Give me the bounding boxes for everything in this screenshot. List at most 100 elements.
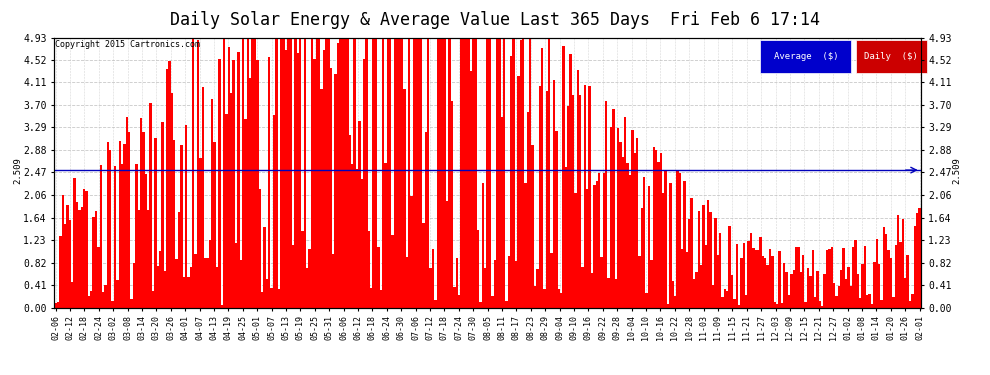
Bar [527,112,529,308]
Bar [902,219,904,308]
Bar [54,303,56,307]
Bar [340,38,342,308]
Bar [355,168,358,308]
Bar [83,189,85,308]
Bar [700,265,702,308]
Bar [482,183,484,308]
Bar [121,164,124,308]
Bar [107,142,109,308]
Bar [714,218,717,308]
Bar [584,85,586,308]
Bar [916,213,919,308]
Bar [479,302,482,307]
Bar [821,306,824,308]
Bar [253,38,256,308]
Bar [282,38,285,308]
Bar [187,277,190,308]
Bar [615,279,617,308]
Bar [418,38,420,308]
Bar [64,225,66,308]
Bar [634,153,636,308]
Bar [550,253,552,308]
Bar [657,162,659,308]
Bar [465,38,467,308]
Bar [529,39,532,308]
Bar [545,91,548,308]
Bar [168,61,170,308]
Bar [375,38,377,308]
Bar [401,38,403,308]
Bar [470,71,472,308]
Bar [892,297,895,307]
Bar [140,118,143,308]
Bar [136,164,138,308]
Bar [809,276,812,308]
Bar [544,289,545,308]
Bar [119,141,121,308]
Bar [895,245,897,308]
Bar [707,200,710,308]
Bar [292,245,294,308]
Bar [814,297,817,307]
Bar [318,38,320,308]
Bar [598,173,600,308]
Bar [664,170,666,308]
Bar [477,230,479,308]
Bar [681,249,683,308]
Bar [919,209,921,308]
Bar [128,132,131,308]
Bar [387,38,389,308]
Bar [280,38,282,308]
Bar [306,268,309,308]
Bar [695,272,698,308]
Bar [97,247,100,308]
Bar [752,248,754,308]
Bar [85,191,88,308]
Bar [729,226,731,308]
Bar [299,38,301,308]
Bar [289,38,292,308]
Bar [517,76,520,308]
Bar [92,217,95,308]
Bar [800,272,802,308]
Bar [593,185,596,308]
Bar [588,86,591,308]
Bar [569,54,572,307]
Bar [351,164,353,308]
Bar [788,295,790,307]
Bar [446,201,448,308]
Bar [277,289,280,308]
Bar [126,117,128,308]
Bar [335,74,337,308]
Bar [258,189,261,308]
Bar [548,38,550,308]
Bar [610,126,612,308]
Bar [370,288,372,308]
Bar [240,260,242,308]
Bar [363,58,365,308]
Bar [233,60,235,308]
Bar [636,138,639,308]
Bar [861,264,863,308]
Bar [149,104,151,308]
Bar [460,38,462,308]
Bar [909,301,911,307]
Bar [332,254,335,308]
Bar [330,68,332,308]
Bar [802,255,805,308]
Bar [313,59,316,308]
Bar [880,300,883,307]
Bar [228,47,230,308]
Bar [722,297,724,307]
Bar [275,38,277,308]
Bar [467,38,470,308]
Bar [581,267,584,308]
Bar [897,214,899,308]
Bar [209,240,211,308]
Bar [557,289,560,308]
Bar [294,38,297,308]
Bar [462,38,465,308]
Bar [323,50,325,308]
Bar [824,274,826,308]
Bar [95,211,97,308]
